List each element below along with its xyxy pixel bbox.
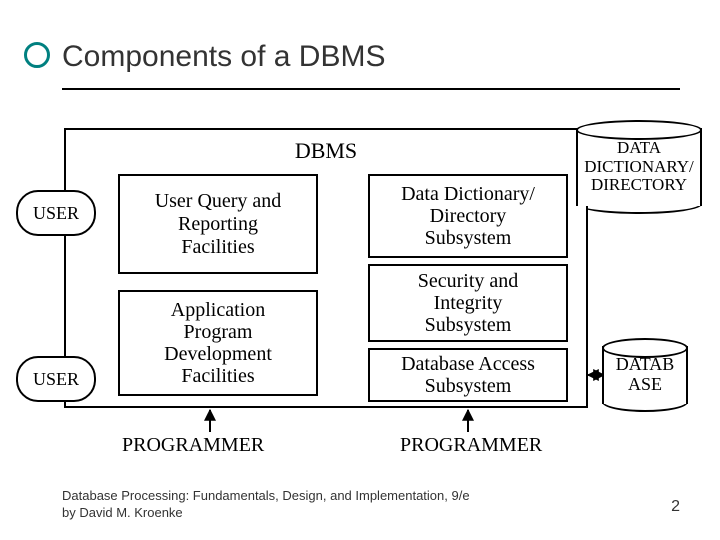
node-data-dictionary-store-label: DATADICTIONARY/DIRECTORY: [584, 139, 694, 195]
dbms-diagram: DBMS User Query andReportingFacilities A…: [0, 0, 720, 540]
label-programmer-2: PROGRAMMER: [400, 434, 542, 457]
footer-line-2: by David M. Kroenke: [62, 505, 470, 522]
node-user-query: User Query andReportingFacilities: [118, 174, 318, 274]
footer-citation: Database Processing: Fundamentals, Desig…: [62, 488, 470, 522]
node-db-access-subsystem: Database AccessSubsystem: [368, 348, 568, 402]
page-number: 2: [671, 498, 680, 516]
dbms-frame: DBMS User Query andReportingFacilities A…: [64, 128, 588, 408]
node-app-program: ApplicationProgramDevelopmentFacilities: [118, 290, 318, 396]
node-database-store-label: DATABASE: [616, 355, 675, 395]
node-security-subsystem: Security andIntegritySubsystem: [368, 264, 568, 342]
node-data-dictionary-store: DATADICTIONARY/DIRECTORY: [578, 128, 700, 206]
label-programmer-1: PROGRAMMER: [122, 434, 264, 457]
node-database-store: DATABASE: [604, 346, 686, 404]
footer-line-1: Database Processing: Fundamentals, Desig…: [62, 488, 470, 505]
node-user-2: USER: [16, 356, 96, 402]
node-data-dictionary-subsystem: Data Dictionary/DirectorySubsystem: [368, 174, 568, 258]
node-user-1: USER: [16, 190, 96, 236]
dbms-frame-title: DBMS: [66, 138, 586, 164]
